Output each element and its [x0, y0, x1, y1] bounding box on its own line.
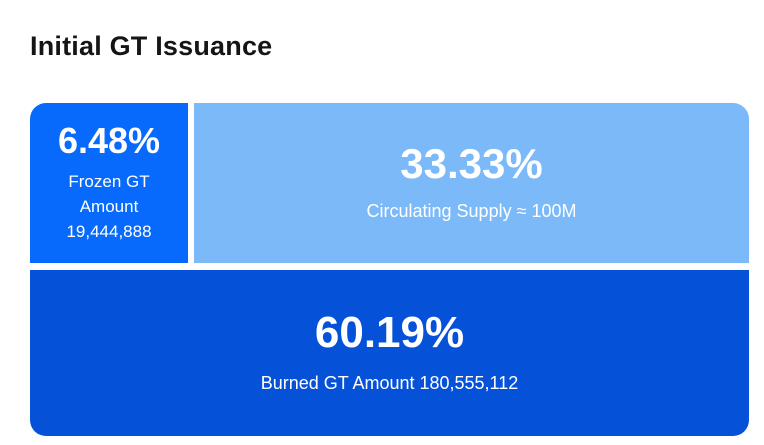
- circulating-label: Circulating Supply ≈ 100M: [366, 201, 577, 222]
- chart-top-row: 6.48% Frozen GT Amount 19,444,888 33.33%…: [30, 103, 749, 263]
- chart-bottom-row: 60.19% Burned GT Amount 180,555,112: [30, 270, 749, 436]
- frozen-percent: 6.48%: [57, 120, 161, 162]
- frozen-amount: 19,444,888: [66, 221, 152, 241]
- segment-frozen-gt: 6.48% Frozen GT Amount 19,444,888: [30, 103, 188, 263]
- segment-circulating-supply: 33.33% Circulating Supply ≈ 100M: [194, 103, 749, 263]
- page-title: Initial GT Issuance: [30, 31, 273, 61]
- frozen-label: Frozen GT Amount: [68, 171, 150, 216]
- circulating-percent: 33.33%: [400, 139, 543, 187]
- burned-percent: 60.19%: [314, 307, 465, 357]
- burned-label: Burned GT Amount 180,555,112: [260, 373, 519, 394]
- segment-burned-gt: 60.19% Burned GT Amount 180,555,112: [30, 270, 749, 436]
- initial-gt-issuance-chart: 6.48% Frozen GT Amount 19,444,888 33.33%…: [30, 103, 749, 436]
